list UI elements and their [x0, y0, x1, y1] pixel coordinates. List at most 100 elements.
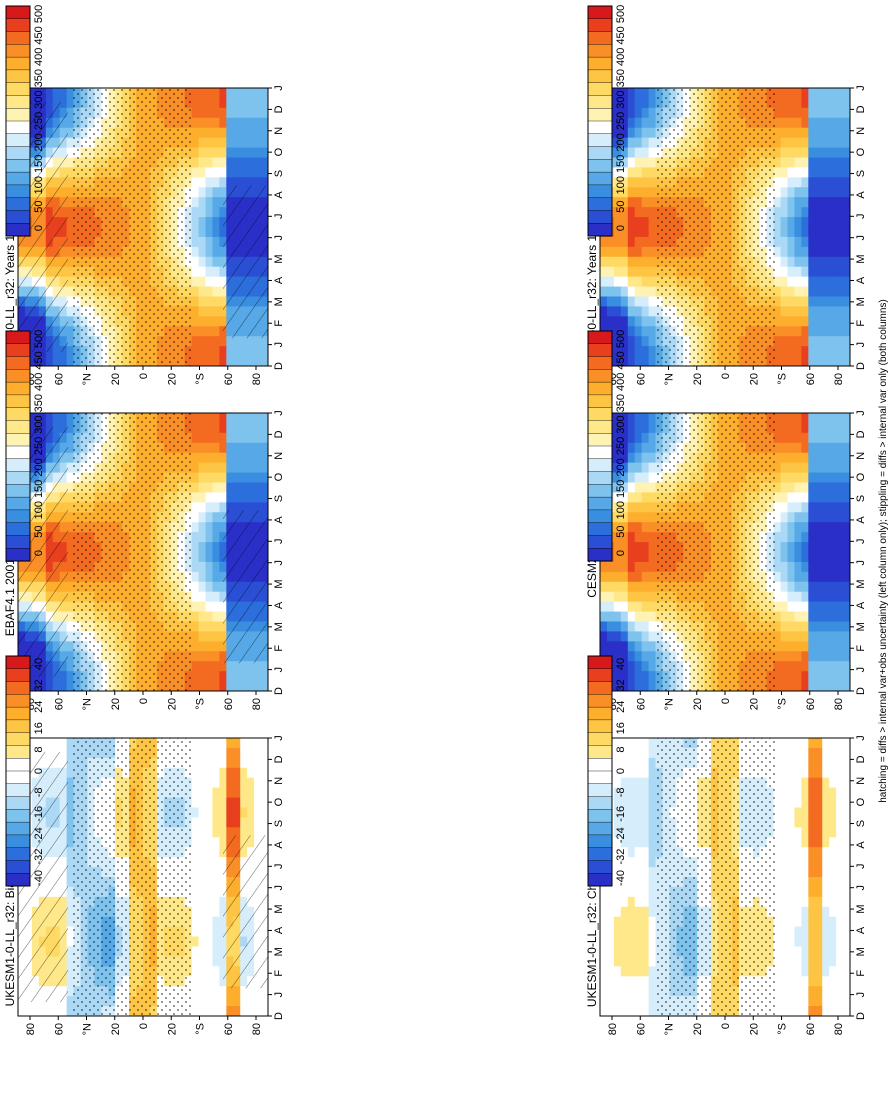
heatmap-cell — [815, 207, 823, 218]
month-tick-label: J — [855, 342, 867, 348]
heatmap-cell — [822, 502, 830, 513]
hatching-overlay — [223, 510, 268, 664]
heatmap-cell — [212, 651, 220, 662]
heatmap-cell — [808, 227, 816, 238]
heatmap-cell — [233, 777, 241, 789]
lat-tick-label: 20 — [692, 373, 704, 385]
heatmap-cell — [808, 571, 816, 583]
heatmap-cell — [606, 561, 615, 573]
heatmap-cell — [843, 631, 851, 642]
heatmap-cell — [794, 651, 802, 662]
heatmap-cell — [787, 256, 795, 268]
heatmap-cell — [836, 147, 844, 158]
heatmap-cell — [634, 127, 643, 139]
month-tick-label: O — [855, 147, 867, 156]
heatmap-cell — [191, 316, 199, 327]
month-tick-label: N — [273, 452, 285, 460]
heatmap-cell — [191, 266, 199, 278]
heatmap-cell — [240, 336, 248, 347]
heatmap-cell — [205, 336, 213, 347]
heatmap-cell — [613, 97, 622, 109]
heatmap-cell — [219, 797, 227, 808]
heatmap-cell — [829, 671, 837, 682]
heatmap-cell — [261, 661, 269, 672]
heatmap-cell — [787, 432, 795, 444]
heatmap-cell — [212, 611, 220, 622]
heatmap-cell — [829, 532, 837, 543]
heatmap-cell — [648, 502, 656, 513]
heatmap-cell — [254, 413, 262, 424]
heatmap-cell — [822, 462, 830, 473]
heatmap-cell — [829, 442, 837, 454]
heatmap-cell — [620, 266, 629, 278]
heatmap-cell — [191, 422, 199, 434]
heatmap-cell — [627, 581, 636, 593]
heatmap-cell — [212, 747, 220, 759]
heatmap-cell — [808, 137, 816, 148]
heatmap-cell — [198, 777, 206, 789]
heatmap-cell — [794, 442, 802, 454]
heatmap-cell — [815, 413, 823, 424]
lat-tick-label: 0 — [138, 698, 150, 704]
heatmap-cell — [205, 197, 213, 208]
heatmap-cell — [780, 442, 788, 454]
heatmap-cell — [613, 217, 622, 228]
heatmap-cell — [794, 532, 802, 543]
heatmap-cell — [648, 532, 656, 543]
heatmap-cell — [822, 472, 830, 483]
heatmap-cell — [843, 246, 851, 258]
heatmap-cell — [641, 236, 650, 248]
heatmap-cell — [822, 316, 830, 327]
heatmap-cell — [226, 167, 234, 178]
heatmap-cell — [836, 326, 844, 337]
heatmap-cell — [198, 336, 206, 347]
heatmap-cell — [66, 217, 74, 228]
heatmap-cell — [808, 197, 816, 208]
heatmap-cell — [212, 336, 220, 347]
heatmap-cell — [787, 681, 795, 692]
heatmap-cell — [648, 266, 656, 278]
heatmap-cell — [606, 611, 615, 622]
heatmap-cell — [836, 246, 844, 258]
heatmap-cell — [226, 137, 234, 148]
heatmap-cell — [620, 631, 629, 642]
heatmap-cell — [226, 807, 234, 818]
heatmap-cell — [226, 442, 234, 454]
heatmap-cell — [66, 207, 74, 218]
stippling-overlay — [655, 413, 775, 691]
heatmap-cell — [261, 827, 269, 838]
lat-tick-label: 80 — [251, 698, 263, 710]
heatmap-cell — [815, 306, 823, 317]
month-tick-label: J — [273, 85, 285, 91]
heatmap-cell — [801, 512, 809, 523]
heatmap-cell — [794, 611, 802, 622]
heatmap-cell — [613, 227, 622, 238]
heatmap-cell — [620, 356, 629, 367]
heatmap-cell — [648, 336, 656, 347]
heatmap-cell — [191, 167, 199, 178]
heatmap-cell — [794, 591, 802, 603]
heatmap-cell — [613, 462, 622, 473]
heatmap-cell — [801, 167, 809, 178]
heatmap-cell — [198, 807, 206, 818]
heatmap-cell — [822, 641, 830, 652]
heatmap-cell — [627, 571, 636, 583]
heatmap-cell — [815, 187, 823, 198]
month-tick-label: J — [273, 214, 285, 220]
heatmap-cell — [613, 127, 622, 139]
heatmap-cell — [773, 157, 781, 168]
heatmap-cell — [843, 651, 851, 662]
heatmap-cell — [226, 127, 234, 139]
heatmap-cell — [198, 492, 206, 503]
heatmap-cell — [233, 817, 241, 828]
heatmap-cell — [808, 217, 816, 228]
heatmap-cell — [66, 777, 74, 789]
heatmap-cell — [815, 286, 823, 297]
heatmap-cell — [613, 611, 622, 622]
heatmap-cell — [627, 561, 636, 573]
heatmap-cell — [247, 356, 255, 367]
heatmap-cell — [198, 187, 206, 198]
heatmap-cell — [815, 512, 823, 523]
heatmap-cell — [191, 432, 199, 444]
month-tick-label: J — [855, 235, 867, 241]
